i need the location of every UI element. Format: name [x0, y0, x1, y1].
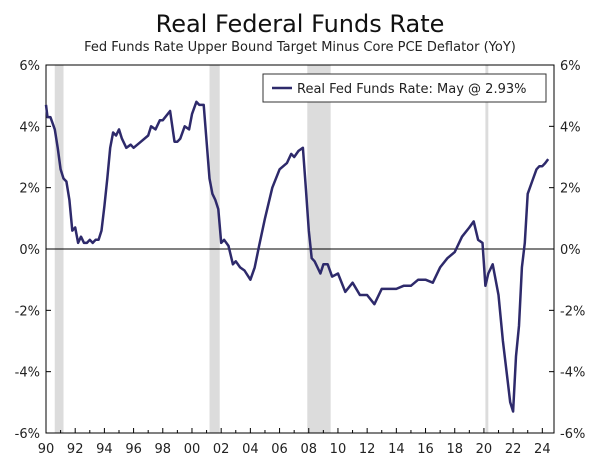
- chart-title: Real Federal Funds Rate: [155, 10, 445, 38]
- x-tick-label: 18: [446, 442, 463, 457]
- y-tick-label-left: -6%: [15, 427, 40, 442]
- legend-label: Real Fed Funds Rate: May @ 2.93%: [297, 82, 526, 97]
- x-tick-label: 22: [505, 442, 522, 457]
- x-tick-label: 96: [125, 442, 142, 457]
- axes: 6% 6%4% 4%2% 2%0% 0%-2% -2%-4% -4%-6% -6%90 92 94…: [15, 59, 586, 457]
- y-tick-label-left: 4%: [19, 120, 40, 135]
- y-tick-label-right: 6%: [560, 59, 581, 74]
- y-tick-label-left: -4%: [15, 366, 40, 381]
- y-tick-label-left: 2%: [19, 182, 40, 197]
- x-tick-label: 24: [534, 442, 551, 457]
- x-tick-label: 12: [359, 442, 376, 457]
- y-tick-label-left: -2%: [15, 304, 40, 319]
- y-tick-label-right: -4%: [560, 366, 585, 381]
- x-tick-label: 04: [242, 442, 259, 457]
- legend-box: [262, 73, 547, 103]
- chart-subtitle: Fed Funds Rate Upper Bound Target Minus …: [84, 40, 516, 55]
- x-tick-label: 00: [184, 442, 201, 457]
- series-layer: [44, 100, 550, 413]
- y-tick-label-right: -2%: [560, 304, 585, 319]
- x-tick-label: 94: [96, 442, 113, 457]
- x-tick-label: 90: [38, 442, 55, 457]
- y-tick-label-right: 2%: [560, 182, 581, 197]
- y-tick-label-right: 0%: [560, 243, 581, 258]
- x-tick-label: 20: [476, 442, 493, 457]
- x-tick-label: 16: [417, 442, 434, 457]
- series-line-0: [44, 100, 550, 413]
- y-tick-label-left: 6%: [19, 59, 40, 74]
- y-tick-label-right: -6%: [560, 427, 585, 442]
- x-tick-label: 02: [213, 442, 230, 457]
- x-tick-label: 92: [67, 442, 84, 457]
- x-tick-label: 10: [330, 442, 347, 457]
- y-tick-label-left: 0%: [19, 243, 40, 258]
- x-tick-label: 06: [271, 442, 288, 457]
- y-tick-label-right: 4%: [560, 120, 581, 135]
- x-tick-label: 14: [388, 442, 405, 457]
- x-tick-label: 08: [300, 442, 317, 457]
- legend: Real Fed Funds Rate: May @ 2.93%: [262, 73, 547, 103]
- x-tick-label: 98: [155, 442, 172, 457]
